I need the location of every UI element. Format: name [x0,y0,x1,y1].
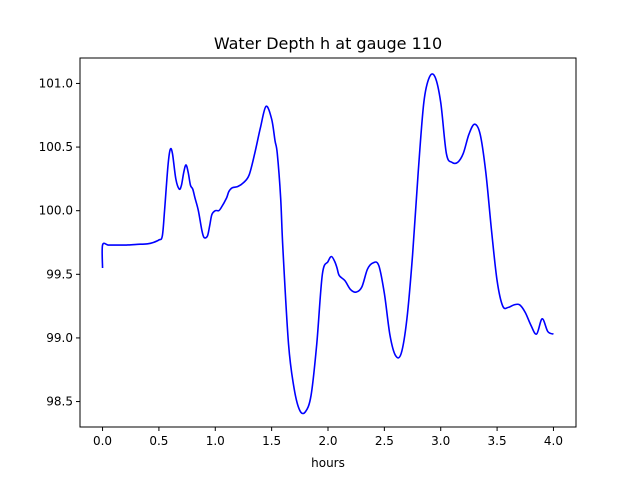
y-tick-label: 99.0 [46,331,73,345]
x-tick-label: 1.5 [262,434,281,448]
y-axis: 98.5 99.0 99.5 100.0 100.5 101.0 [39,76,80,409]
y-tick-label: 101.0 [39,76,73,90]
series-line-0 [101,73,554,415]
series-layer [101,73,554,415]
y-tick-label: 99.5 [46,267,73,281]
x-tick-label: 3.5 [488,434,507,448]
x-tick-label: 2.5 [375,434,394,448]
y-tick-label: 98.5 [46,395,73,409]
y-tick-label: 100.5 [39,140,73,154]
x-tick-label: 1.0 [206,434,225,448]
x-axis-label: hours [311,456,345,470]
x-tick-label: 2.0 [318,434,337,448]
chart-title: Water Depth h at gauge 110 [214,34,442,53]
x-tick-label: 4.0 [544,434,563,448]
x-axis: 0.0 0.5 1.0 1.5 2.0 2.5 3.0 3.5 4.0 [93,427,563,448]
x-tick-label: 0.0 [93,434,112,448]
x-tick-label: 3.0 [431,434,450,448]
y-tick-label: 100.0 [39,204,73,218]
x-tick-label: 0.5 [149,434,168,448]
